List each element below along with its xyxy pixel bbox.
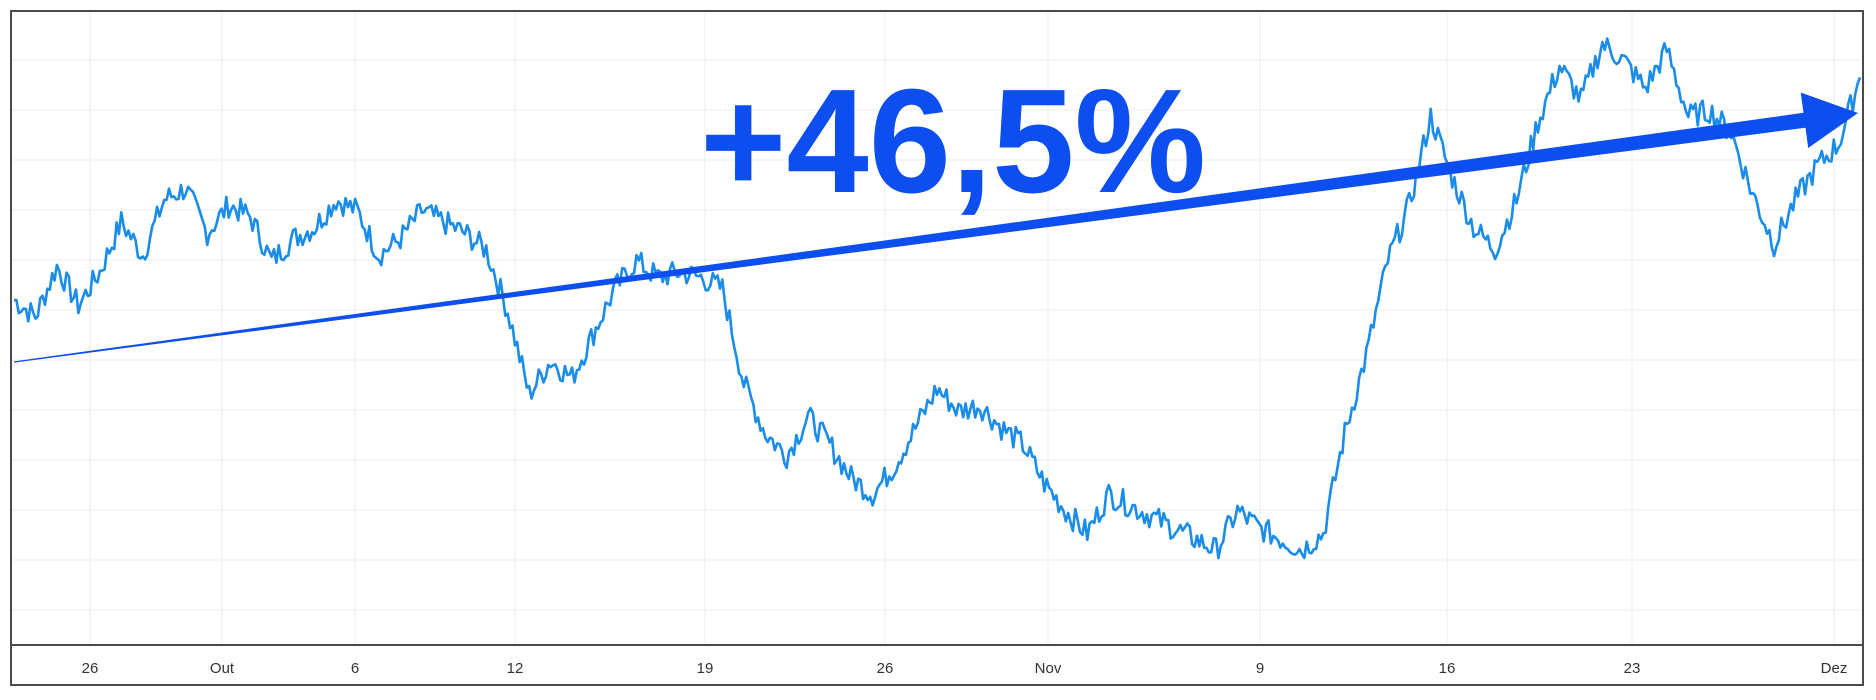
chart-frame	[10, 10, 1864, 686]
x-tick-label: 26	[877, 660, 894, 677]
x-tick-label: Out	[210, 660, 235, 677]
percent-change-annotation: +46,5%	[700, 59, 1206, 224]
x-axis-ticks: 26 Out 6 12 19 26 Nov 9 16 23 Dez	[82, 660, 1848, 677]
x-tick-label: 16	[1439, 660, 1456, 677]
x-tick-label: Nov	[1035, 660, 1062, 677]
gridlines	[12, 12, 1862, 644]
x-tick-label: Dez	[1821, 660, 1848, 677]
x-tick-label: 9	[1256, 660, 1264, 677]
price-series-line	[13, 37, 1862, 560]
x-tick-label: 23	[1624, 660, 1641, 677]
x-tick-label: 6	[351, 660, 359, 677]
x-tick-label: 12	[507, 660, 524, 677]
x-tick-label: 26	[82, 660, 99, 677]
x-tick-label: 19	[697, 660, 714, 677]
